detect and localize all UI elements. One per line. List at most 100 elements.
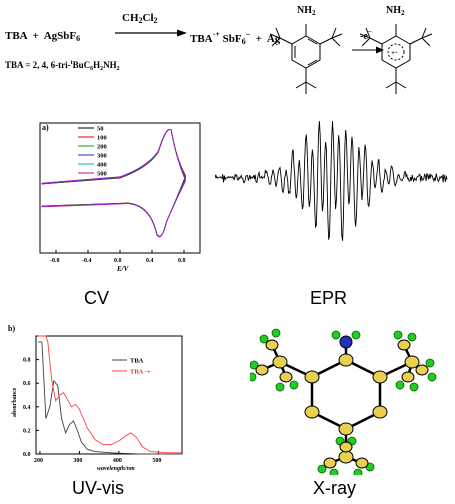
cv-panel-label: a) <box>42 123 49 132</box>
cv-caption: CV <box>84 288 110 308</box>
xray-hydrogen-atom <box>271 328 281 338</box>
nh2-label-left: NH2 <box>297 5 316 17</box>
reaction-equation: TBA + AgSbF6 <box>5 30 80 43</box>
xray-carbon-atom <box>304 370 320 384</box>
cv-curve-lower <box>41 178 186 238</box>
xray-structure <box>250 328 437 475</box>
uv-curves <box>38 335 182 455</box>
plus-sign: + <box>32 30 39 42</box>
reactant-tba: TBA <box>5 30 28 42</box>
uv-legend: TBA TBA ·+ <box>112 358 151 376</box>
xray-hydrogen-atom <box>409 382 419 392</box>
cv-curve-lower <box>41 179 186 238</box>
uv-vis-caption: UV-vis <box>72 478 125 498</box>
uv-y-ticks: 0.0 0.2 0.4 0.6 0.8 <box>23 358 39 458</box>
xray-hydrogen-atom <box>259 334 269 344</box>
uv-y-tick-label: 0.0 <box>23 452 31 458</box>
uv-x-tick-label: 500 <box>152 458 161 464</box>
xray-hydrogen-atom <box>275 382 285 392</box>
oxidation-label: -e− <box>360 28 372 42</box>
xray-hydrogen-atom <box>353 468 363 475</box>
cv-x-tick-label: 0.0 <box>114 258 122 264</box>
xray-carbon-atom <box>338 353 354 367</box>
uv-y-axis-label: absorbance <box>12 387 18 417</box>
xray-methyl-carbon-atom <box>265 339 279 351</box>
radical-cation-symbol: +· <box>391 49 397 57</box>
cv-x-tick-label: -0.4 <box>82 258 92 264</box>
cv-x-axis-label: E/V <box>116 265 130 273</box>
xray-carbon-atom <box>338 422 354 436</box>
uv-series-line <box>38 335 182 454</box>
uv-y-tick-label: 0.6 <box>23 381 31 387</box>
xray-hydrogen-atom <box>351 330 361 340</box>
cv-curve-lower <box>41 180 186 238</box>
cv-x-tick-label: 0.8 <box>178 258 186 264</box>
cv-curve-lower <box>41 177 186 237</box>
product-ag: Ag <box>266 33 281 45</box>
xray-carbon-atom <box>372 370 388 384</box>
epr-trace <box>215 121 448 241</box>
xray-carbon-atom <box>338 450 354 464</box>
uv-x-tick-label: 200 <box>34 458 43 464</box>
uv-panel-label: b) <box>8 324 15 333</box>
xray-hydrogen-atom <box>250 372 257 382</box>
tba-definition: TBA = 2, 4, 6-tri-tBuC6H2NH2 <box>5 60 120 72</box>
uv-legend-label: TBA <box>130 358 144 365</box>
xray-carbon-atom <box>404 355 420 369</box>
xray-methyl-carbon-atom <box>401 371 415 383</box>
uv-vis-chart: b) absorbance 0.0 0.2 0.4 0.6 0.8 200 300 400 5… <box>8 324 183 472</box>
xray-hydrogen-atom <box>331 330 341 340</box>
xray-methyl-carbon-atom <box>397 339 411 351</box>
uv-y-tick-label: 0.8 <box>23 358 31 364</box>
xray-methyl-carbon-atom <box>255 364 269 376</box>
solvent-label: CH2Cl2 <box>122 12 158 25</box>
cv-x-tick-label: 0.4 <box>146 258 154 264</box>
xray-atoms <box>250 328 437 475</box>
xray-methyl-carbon-atom <box>415 364 429 376</box>
cv-legend-label: 100 <box>97 135 107 142</box>
cv-legend-label: 50 <box>97 126 104 133</box>
xray-hydrogen-atom <box>250 360 259 370</box>
xray-methyl-carbon-atom <box>339 441 353 453</box>
xray-hydrogen-atom <box>393 330 403 340</box>
cv-curve-lower <box>41 176 186 237</box>
uv-x-tick-label: 400 <box>113 458 122 464</box>
uv-y-tick-label: 0.2 <box>23 428 31 434</box>
xray-hydrogen-atom <box>427 372 437 382</box>
tba-molecule-right <box>359 24 433 94</box>
xray-hydrogen-atom <box>425 358 435 368</box>
cv-legend: 50 100 200 300 400 500 <box>78 126 107 178</box>
cv-chart: a) 50 100 200 300 400 500 -0.8 -0.4 0.0 0.4 0.8 E… <box>39 122 201 273</box>
cv-curve-upper <box>41 128 186 184</box>
xray-carbon-atom <box>304 405 320 419</box>
uv-x-ticks: 200 300 400 500 <box>34 451 161 464</box>
tba-structure-scheme: +· <box>269 24 433 94</box>
epr-caption: EPR <box>310 288 348 308</box>
cv-curve-upper <box>41 129 186 185</box>
xray-caption: X-ray <box>313 478 357 498</box>
reactant-agsbf6: AgSbF6 <box>43 30 81 43</box>
uv-series-line <box>38 341 182 455</box>
xray-hydrogen-atom <box>289 380 299 390</box>
xray-methyl-carbon-atom <box>323 457 337 469</box>
xray-hydrogen-atom <box>395 380 405 390</box>
xray-carbon-atom <box>272 355 288 369</box>
epr-spectrum <box>215 121 448 241</box>
cv-x-ticks: -0.8 -0.4 0.0 0.4 0.8 <box>50 250 186 264</box>
reaction-products: TBA·+ SbF6− + Ag <box>190 30 281 46</box>
cv-legend-label: 200 <box>97 144 107 151</box>
cv-legend-label: 300 <box>97 153 107 160</box>
nh2-label-right: NH2 <box>386 5 405 17</box>
uv-y-tick-label: 0.4 <box>23 405 31 411</box>
xray-carbon-atom <box>372 405 388 419</box>
cv-curves <box>41 128 186 238</box>
xray-hydrogen-atom <box>329 468 339 475</box>
xray-hydrogen-atom <box>317 464 327 474</box>
xray-methyl-carbon-atom <box>279 371 293 383</box>
product-tba-radical: TBA·+ <box>190 30 220 45</box>
tba-molecule-left <box>269 24 343 94</box>
xray-hydrogen-atom <box>407 332 417 342</box>
xray-methyl-carbon-atom <box>355 457 369 469</box>
uv-x-tick-label: 300 <box>73 458 82 464</box>
xray-nitrogen-atom <box>339 335 353 349</box>
